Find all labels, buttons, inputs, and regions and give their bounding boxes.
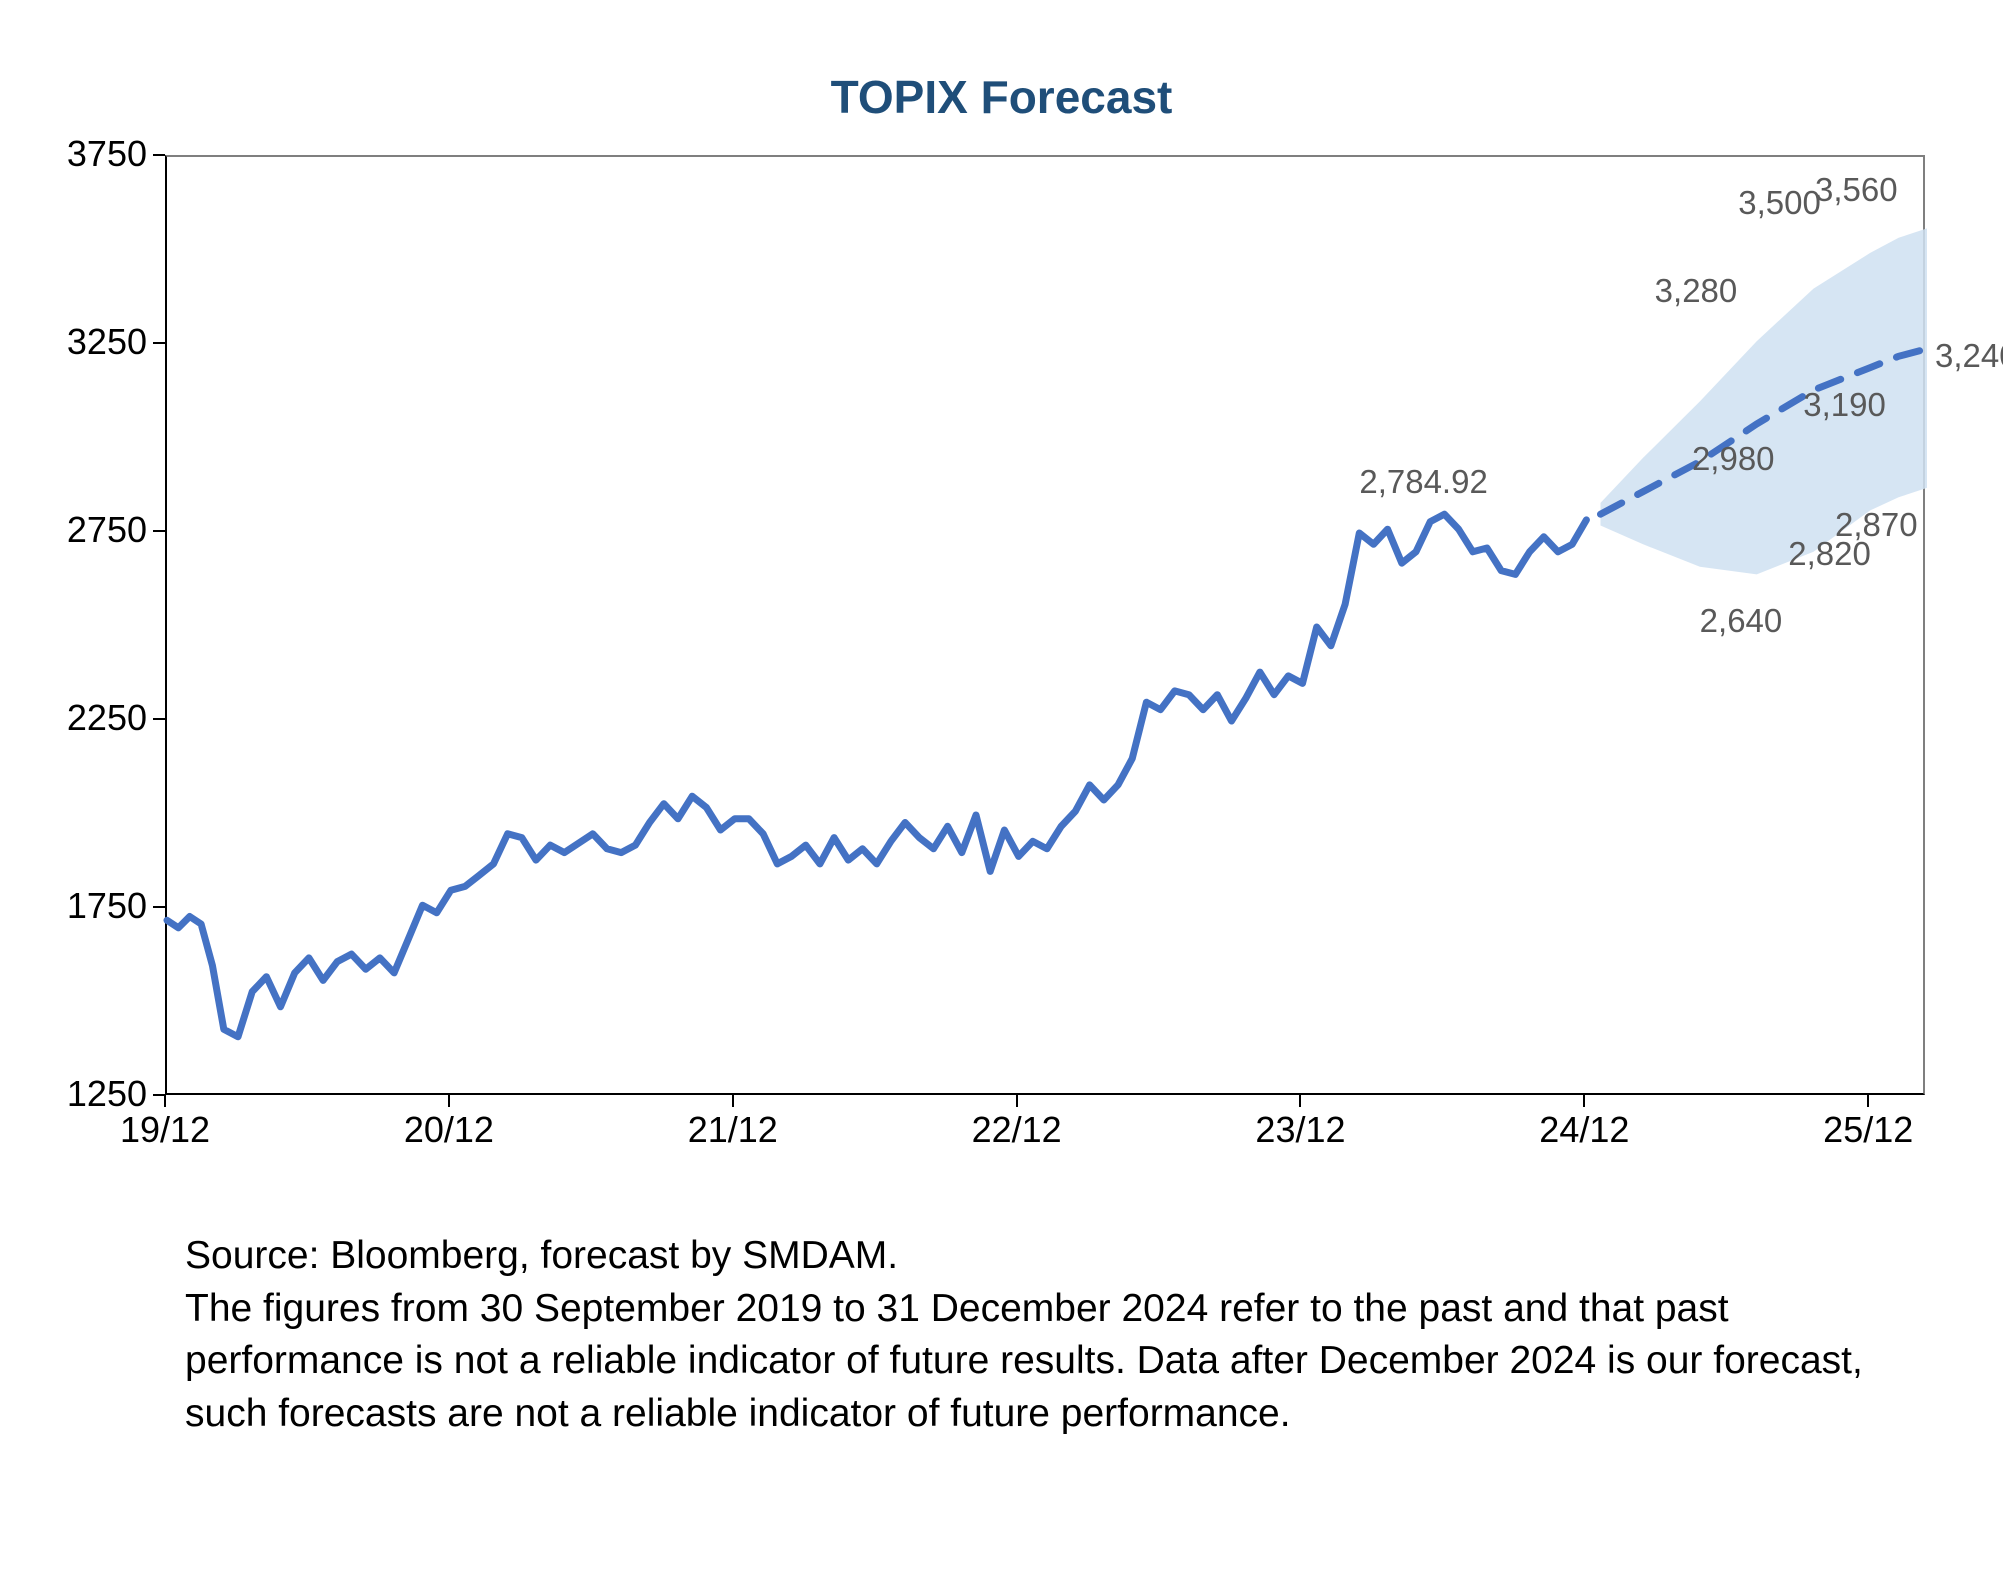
data-point-label: 2,640	[1700, 602, 1783, 640]
caption-line: The figures from 30 September 2019 to 31…	[185, 1283, 1885, 1441]
chart-caption: Source: Bloomberg, forecast by SMDAM.The…	[185, 1230, 1885, 1441]
y-axis-tick-mark	[153, 718, 165, 720]
y-axis-tick-label: 1750	[67, 885, 147, 927]
data-point-label: 3,190	[1803, 386, 1886, 424]
x-axis-tick-mark	[732, 1095, 734, 1107]
x-axis-tick-label: 25/12	[1823, 1109, 1913, 1151]
caption-line: Source: Bloomberg, forecast by SMDAM.	[185, 1230, 1885, 1283]
data-point-label: 2,820	[1788, 535, 1871, 573]
x-axis-tick-mark	[448, 1095, 450, 1107]
y-axis-tick-label: 2750	[67, 509, 147, 551]
data-point-label: 2,980	[1692, 440, 1775, 478]
data-point-label: 2,784.92	[1359, 463, 1487, 501]
chart-container: TOPIX Forecast Source: Bloomberg, foreca…	[0, 0, 2003, 1582]
x-axis-tick-mark	[164, 1095, 166, 1107]
data-point-label: 3,280	[1655, 272, 1738, 310]
historical-line	[167, 514, 1586, 1037]
data-point-label: 3,500	[1738, 184, 1821, 222]
x-axis-tick-label: 21/12	[688, 1109, 778, 1151]
x-axis-tick-label: 23/12	[1255, 1109, 1345, 1151]
x-axis-tick-label: 19/12	[120, 1109, 210, 1151]
y-axis-tick-mark	[153, 154, 165, 156]
x-axis-tick-label: 24/12	[1539, 1109, 1629, 1151]
chart-title: TOPIX Forecast	[0, 70, 2003, 124]
x-axis-tick-mark	[1867, 1095, 1869, 1107]
x-axis-tick-label: 22/12	[972, 1109, 1062, 1151]
y-axis-tick-mark	[153, 906, 165, 908]
x-axis-tick-mark	[1583, 1095, 1585, 1107]
data-point-label: 3,240	[1935, 337, 2003, 375]
y-axis-tick-label: 2250	[67, 697, 147, 739]
data-point-label: 3,560	[1815, 171, 1898, 209]
y-axis-tick-label: 3750	[67, 133, 147, 175]
y-axis-tick-mark	[153, 342, 165, 344]
x-axis-tick-mark	[1299, 1095, 1301, 1107]
x-axis-tick-mark	[1016, 1095, 1018, 1107]
y-axis-tick-mark	[153, 530, 165, 532]
y-axis-tick-label: 3250	[67, 321, 147, 363]
x-axis-tick-label: 20/12	[404, 1109, 494, 1151]
